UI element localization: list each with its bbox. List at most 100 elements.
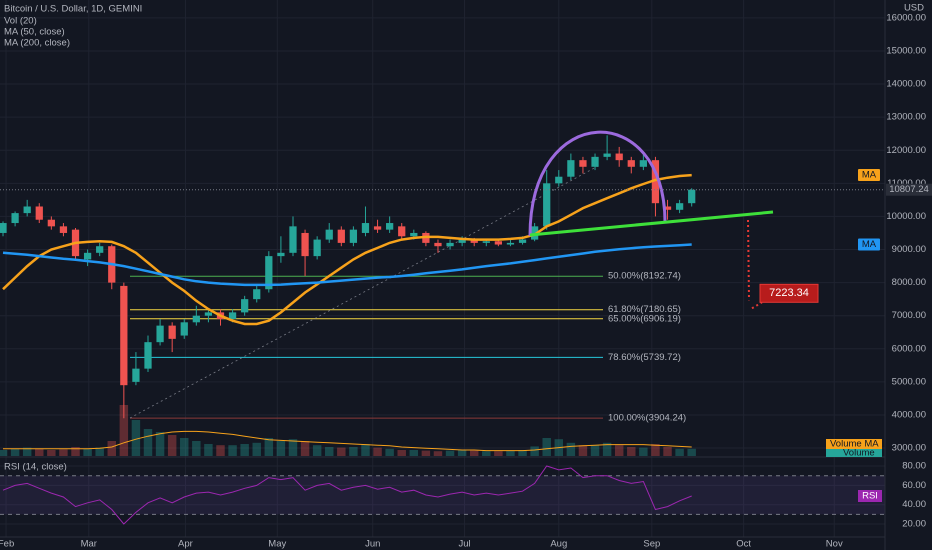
- candle-body: [23, 206, 31, 214]
- fib-label: 61.80%(7180.65): [608, 304, 681, 315]
- y-tick-label: 11000.00: [887, 178, 926, 189]
- candle-body: [579, 160, 587, 167]
- candle-body: [301, 232, 309, 257]
- ma-line: [2, 243, 692, 287]
- candle-body: [518, 239, 527, 243]
- volume-bar: [482, 451, 491, 456]
- volume-bar: [10, 448, 20, 456]
- volume-bar: [494, 451, 503, 456]
- y-tick-label: 6000.00: [892, 343, 926, 354]
- x-tick-label: Sep: [643, 539, 660, 550]
- y-tick-label: 15000.00: [886, 45, 926, 56]
- candle-body: [543, 183, 551, 227]
- rsi-tick-label: 80.00: [902, 461, 926, 472]
- target-label: 7223.34: [769, 287, 809, 299]
- volume-bar: [312, 445, 322, 456]
- volume-bar: [433, 451, 443, 456]
- candle-body: [675, 203, 684, 210]
- volume-bar: [506, 450, 515, 456]
- candle-body: [96, 246, 104, 253]
- volume-bar: [131, 420, 141, 456]
- rsi-tick-label: 40.00: [902, 499, 926, 510]
- support-line: [529, 210, 774, 237]
- rsi-tick-label: 60.00: [902, 480, 926, 491]
- volume-bar: [361, 444, 370, 456]
- candle-body: [83, 252, 92, 260]
- x-tick-label: Feb: [0, 539, 14, 550]
- volume-bar: [614, 445, 624, 456]
- ma-badge-label: MA: [862, 239, 877, 250]
- indicator-label: Vol (20): [4, 16, 37, 27]
- candle-body: [132, 368, 140, 382]
- volume-bar: [566, 442, 576, 456]
- rsi-title: RSI (14, close): [4, 462, 67, 473]
- x-tick-label: Jul: [458, 539, 470, 550]
- volume-bar: [119, 405, 129, 456]
- x-tick-label: Mar: [81, 539, 97, 550]
- grid: [0, 0, 885, 537]
- volume-bar: [385, 448, 394, 456]
- volume-bar: [107, 441, 116, 456]
- rsi-badge: [858, 490, 882, 503]
- volume-bar: [204, 444, 213, 456]
- y-tick-label: 12000.00: [886, 145, 926, 156]
- x-tick-label: May: [268, 539, 286, 550]
- candle-body: [506, 242, 515, 245]
- volume-badge: [826, 449, 882, 457]
- candle-body: [567, 160, 575, 177]
- price-pane: 50.00%(8192.74) 61.80%(7180.65)65.00%(690…: [0, 130, 885, 456]
- y-tick-label: 9000.00: [892, 244, 926, 255]
- x-tick-label: Oct: [736, 539, 751, 550]
- volume-bar: [95, 447, 104, 456]
- candle-body: [494, 241, 503, 245]
- candle-body: [458, 239, 466, 243]
- volume-bar: [457, 450, 467, 456]
- candle-body: [651, 160, 660, 204]
- rsi-badge-label: RSI: [862, 491, 878, 502]
- candle-body: [591, 156, 599, 167]
- y-tick-label: 7000.00: [892, 310, 926, 321]
- chart-title: Bitcoin / U.S. Dollar, 1D, GEMINI: [4, 4, 142, 15]
- volume-bar: [337, 447, 346, 456]
- target-box: [759, 283, 819, 303]
- volume-bar: [651, 444, 660, 456]
- volume-bar: [240, 444, 249, 456]
- volume-ma-line: [3, 430, 692, 452]
- candle-body: [11, 213, 19, 224]
- x-tick-label: Jun: [365, 539, 380, 550]
- candle-body: [313, 239, 321, 257]
- fib-label: 50.00%(8192.74): [608, 271, 681, 282]
- rsi-tick-label: 20.00: [902, 519, 926, 530]
- volume-ma-badge: [826, 439, 882, 449]
- currency-label: USD: [904, 3, 924, 14]
- y-tick-label: 5000.00: [892, 376, 926, 387]
- y-tick-label: 3000.00: [892, 443, 926, 454]
- candle-body: [337, 229, 345, 243]
- candle-body: [663, 206, 672, 210]
- rounded-top: [528, 130, 667, 237]
- candle-body: [228, 312, 237, 320]
- y-tick-label: 14000.00: [886, 79, 926, 90]
- volume-bar: [143, 429, 153, 456]
- candle-body: [446, 242, 454, 247]
- candle-body: [531, 226, 539, 240]
- volume-bar: [590, 445, 600, 456]
- x-tick-label: Apr: [178, 539, 193, 550]
- candle-body: [204, 312, 213, 316]
- volume-bar: [663, 447, 672, 456]
- candle-body: [603, 153, 611, 157]
- last-price-label: 10807.24: [889, 184, 929, 195]
- candle-body: [265, 256, 273, 290]
- volume-ma-label: Volume MA: [830, 439, 879, 450]
- candle-body: [289, 226, 297, 253]
- volume-bar: [349, 447, 358, 456]
- y-tick-label: 16000.00: [886, 12, 926, 23]
- candle-body: [434, 242, 442, 247]
- volume-bar: [252, 442, 261, 456]
- volume-bar: [288, 439, 298, 456]
- volume-bar: [373, 447, 382, 456]
- ma-badge-label: MA: [862, 170, 877, 181]
- volume-bar: [675, 448, 684, 456]
- volume-bar: [445, 450, 455, 456]
